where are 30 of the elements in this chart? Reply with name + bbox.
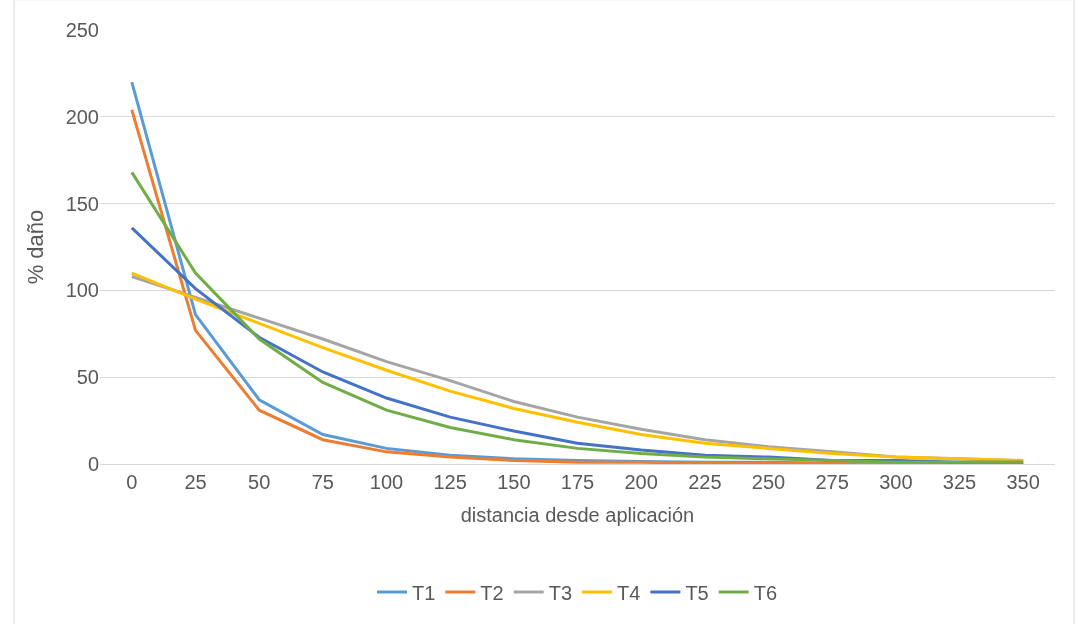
legend-label: T6 <box>753 581 778 604</box>
x-tick-label: 275 <box>815 471 849 493</box>
x-axis-title: distancia desde aplicación <box>460 503 695 526</box>
legend-label: T1 <box>412 581 436 604</box>
y-tick-label: 100 <box>65 279 99 302</box>
x-tick-label: 200 <box>624 471 658 493</box>
x-tick-label: 250 <box>751 471 786 493</box>
y-tick-label: 250 <box>65 19 99 41</box>
x-tick-label: 175 <box>560 471 595 493</box>
x-tick-label: 150 <box>497 471 531 493</box>
x-tick-label: 325 <box>942 471 977 493</box>
y-axis-title: % daño <box>23 209 49 285</box>
x-tick-label: 0 <box>126 471 138 493</box>
y-tick-label: 50 <box>76 366 99 389</box>
x-tick-label: 225 <box>688 471 722 493</box>
x-tick-label: 50 <box>248 471 271 493</box>
x-tick-label: 300 <box>879 471 913 493</box>
x-tick-label: 100 <box>369 471 404 493</box>
y-tick-label: 0 <box>87 453 99 475</box>
legend-label: T4 <box>617 581 641 604</box>
legend-label: T2 <box>480 581 504 604</box>
x-tick-label: 125 <box>433 471 467 493</box>
y-tick-label: 200 <box>65 105 99 128</box>
legend-label: T5 <box>685 581 709 604</box>
x-tick-label: 75 <box>311 471 334 493</box>
x-tick-label: 25 <box>184 471 207 493</box>
legend-label: T3 <box>548 581 573 604</box>
y-tick-label: 150 <box>65 192 99 215</box>
line-series <box>130 170 1025 464</box>
x-tick-label: 350 <box>1006 471 1040 493</box>
